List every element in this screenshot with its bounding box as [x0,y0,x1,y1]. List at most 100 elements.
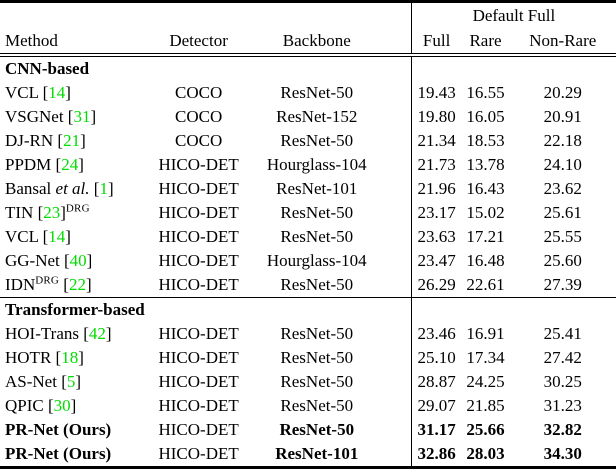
full-score-cell: 29.07 [410,394,462,418]
rare-score-cell: 16.91 [466,324,505,343]
table-row: PPDM [24] HICO-DET Hourglass-104 21.73 13.78… [0,153,616,177]
citation-link[interactable]: 22 [68,275,86,294]
method-text: ] [70,396,77,415]
table-body: CNN-based VCL [14] COCO ResNet-50 19.43 16.55… [0,55,616,468]
backbone-cell: ResNet-50 [280,324,354,343]
table-row: VCL [14] COCO ResNet-50 19.43 16.55 20.29 [0,81,616,105]
method-text: ] [65,227,71,246]
nonrare-score-cell: 25.60 [543,251,582,270]
table-row: VCL [14] HICO-DET ResNet-50 23.63 17.21 25.55 [0,225,616,249]
detector-cell: HICO-DET [158,396,239,415]
backbone-cell: ResNet-50 [250,273,412,298]
citation-link[interactable]: 14 [48,83,66,102]
rare-score-cell: 17.34 [466,348,505,367]
backbone-cell: ResNet-50 [279,420,355,439]
method-cell: PR-Net (Ours) [0,418,146,442]
citation-link[interactable]: 24 [61,155,79,174]
rare-score-cell: 16.55 [466,83,505,102]
method-cell: PR-Net (Ours) [0,442,146,468]
citation-link[interactable]: 14 [48,227,66,246]
citation-link[interactable]: 5 [66,372,76,391]
method-text: ] [65,83,71,102]
rare-score-cell: 21.85 [466,396,505,415]
table-row: DJ-RN [21] COCO ResNet-50 21.34 18.53 22.18 [0,129,616,153]
rare-score-cell: 22.61 [461,273,510,298]
column-header-full: Full [410,28,462,57]
backbone-cell: Hourglass-104 [266,155,367,174]
nonrare-score-cell: 30.25 [543,372,582,391]
citation-link[interactable]: 42 [88,324,106,343]
method-text: ] [90,107,97,126]
rare-score-cell: 28.03 [466,444,505,463]
table-row: Bansal et al. [1] HICO-DET ResNet-101 21.96… [0,177,616,201]
nonrare-score-cell: 25.41 [543,324,582,343]
column-header-detector: Detector [146,28,251,57]
method-text: DJ-RN [ [5,131,64,150]
backbone-cell: Hourglass-104 [266,251,367,270]
backbone-cell: ResNet-101 [275,444,359,463]
table-row: VSGNet [31] COCO ResNet-152 19.80 16.05 20.91 [0,105,616,129]
nonrare-score-cell: 25.61 [543,203,582,222]
column-header-rare: Rare [461,28,510,57]
table-row: PR-Net (Ours) HICO-DET ResNet-50 31.17 25.66… [0,418,616,442]
full-score-cell: 28.87 [410,370,462,394]
method-text: [ [89,179,100,198]
column-group-default-full: Default Full [410,1,616,28]
citation-link[interactable]: 23 [43,203,61,222]
full-score-cell: 26.29 [410,273,462,298]
method-text: ] [105,324,112,343]
method-cell: VSGNet [31] [0,105,146,129]
method-cell: HOTR [18] [0,346,146,370]
rare-score-cell: 17.21 [466,227,505,246]
rare-score-cell: 13.78 [466,155,505,174]
nonrare-score-cell: 32.82 [543,420,582,439]
method-text: ] [60,203,66,222]
citation-link[interactable]: 1 [99,179,108,198]
full-score-cell: 19.43 [410,81,462,105]
detector-cell: HICO-DET [158,348,239,367]
method-text: AS-Net [ [5,372,67,391]
backbone-cell: ResNet-50 [280,227,354,246]
backbone-cell: ResNet-50 [280,348,354,367]
detector-cell: HICO-DET [158,179,239,198]
citation-link[interactable]: 30 [53,396,71,415]
group-header-row: Default Full [0,1,616,28]
method-text: et al. [55,179,90,198]
section-row: CNN-based [0,55,616,81]
nonrare-score-cell: 20.29 [543,83,582,102]
rare-score-cell: 24.25 [466,372,505,391]
citation-link[interactable]: 40 [69,251,87,270]
nonrare-score-cell: 24.10 [543,155,582,174]
method-cell: VCL [14] [0,225,146,249]
nonrare-score-cell: 22.18 [543,131,582,150]
method-cell: QPIC [30] [0,394,146,418]
detector-cell: HICO-DET [158,155,239,174]
table-row: PR-Net (Ours) HICO-DET ResNet-101 32.86 28.0… [0,442,616,468]
method-text: VSGNet [ [5,107,74,126]
citation-link[interactable]: 31 [73,107,91,126]
citation-link[interactable]: 21 [63,131,81,150]
method-text: VCL [ [5,83,49,102]
method-superscript: DRG [35,274,60,287]
section-label: CNN-based [5,59,90,78]
nonrare-score-cell: 25.55 [543,227,582,246]
method-text: IDN [5,275,36,294]
table-row: TIN [23]DRG HICO-DET ResNet-50 23.17 15.02 25… [0,201,616,225]
full-score-cell: 21.73 [410,153,462,177]
detector-cell: HICO-DET [158,203,239,222]
detector-cell: HICO-DET [146,273,251,298]
method-text: QPIC [ [5,396,54,415]
section-label: Transformer-based [5,300,145,319]
method-text: ] [85,275,92,294]
backbone-cell: ResNet-50 [280,396,354,415]
method-cell: HOI-Trans [42] [0,322,146,346]
method-cell: PPDM [24] [0,153,146,177]
citation-link[interactable]: 18 [61,348,79,367]
full-score-cell: 23.17 [410,201,462,225]
rare-score-cell: 16.43 [466,179,505,198]
table-row: IDNDRG [22] HICO-DET ResNet-50 26.29 22.61 27… [0,273,616,298]
method-text: ] [78,155,84,174]
nonrare-score-cell: 20.91 [543,107,582,126]
table-row: AS-Net [5] HICO-DET ResNet-50 28.87 24.25 30.… [0,370,616,394]
